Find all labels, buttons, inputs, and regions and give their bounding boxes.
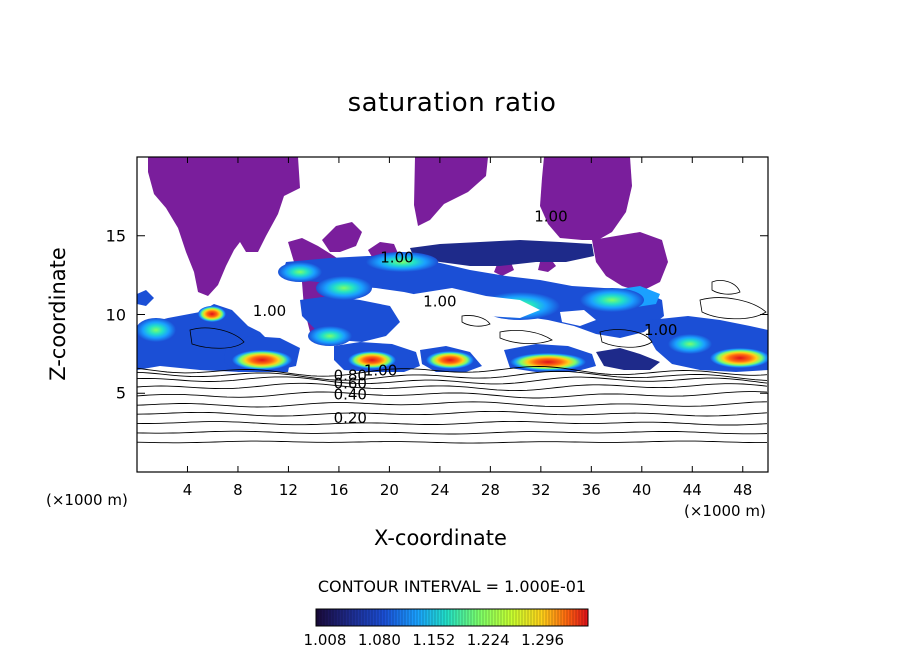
colorbar-tick-label: 1.080 (357, 631, 401, 649)
supersaturated-region-0 (148, 157, 300, 296)
contour-label-2: 1.00 (423, 292, 456, 310)
contour-line-9 (137, 366, 768, 377)
x-tick-label: 44 (682, 481, 702, 499)
contour-line-1 (137, 430, 768, 435)
saturation-field (137, 157, 768, 372)
colorbar-tick-label: 1.008 (303, 631, 347, 649)
contour-line-3 (137, 410, 768, 417)
contour-interval-label: CONTOUR INTERVAL = 1.000E-01 (317, 577, 587, 596)
contour-label-0: 1.00 (380, 248, 413, 266)
contour-line-6 (137, 382, 768, 392)
contour-labels: 1.001.001.001.001.001.000.800.600.400.20 (253, 207, 678, 427)
supersaturated-region-2 (540, 157, 632, 240)
x-unit-label-right: (×1000 m) (684, 502, 766, 520)
y-tick-label: 15 (105, 226, 126, 246)
contour-lines (137, 280, 768, 444)
contour-outline-2 (699, 297, 767, 320)
x-tick-label: 24 (430, 481, 450, 499)
contour-label-1: 1.00 (253, 302, 286, 320)
saturation-hotspot-4 (710, 348, 768, 368)
contour-outline-5 (499, 330, 553, 344)
x-tick-label: 8 (233, 481, 243, 499)
clear-gap-2 (560, 310, 596, 326)
moist-band-2 (410, 240, 594, 266)
clear-gap-0 (414, 288, 540, 318)
saturation-hotspot-2 (426, 351, 474, 369)
contour-line-8 (137, 370, 768, 381)
contour-label-8: 0.40 (334, 385, 367, 403)
contour-outline-3 (461, 315, 491, 327)
supersaturated-region-3 (592, 232, 668, 292)
contour-outline-4 (711, 280, 741, 295)
contour-label-5: 1.00 (364, 362, 397, 380)
x-tick-label: 28 (480, 481, 500, 499)
saturation-hotspot-10 (580, 288, 644, 312)
contour-line-2 (137, 420, 768, 426)
colorbar-stripes (317, 609, 586, 626)
contour-label-7: 0.60 (334, 374, 367, 392)
saturation-hotspot-12 (668, 334, 712, 354)
contour-outline-0 (189, 327, 245, 349)
x-unit-label-left: (×1000 m) (46, 491, 128, 509)
saturation-hotspot-5 (137, 318, 176, 342)
contour-outline-1 (599, 329, 653, 348)
chart-title: saturation ratio (347, 88, 557, 118)
saturation-hotspot-8 (366, 252, 438, 272)
x-tick-label: 4 (182, 481, 193, 499)
x-tick-label: 32 (531, 481, 551, 499)
saturation-hotspot-6 (198, 306, 226, 322)
colorbar-tick-label: 1.224 (466, 631, 510, 649)
colorbar-tick-label: 1.152 (412, 631, 456, 649)
saturation-hotspot-0 (232, 350, 292, 370)
contour-label-3: 1.00 (644, 321, 677, 339)
colorbar-tick-label: 1.296 (521, 631, 565, 649)
x-axis-label: X-coordinate (374, 526, 507, 550)
saturation-hotspot-7 (316, 276, 372, 300)
saturation-hotspot-3 (510, 353, 586, 371)
contour-line-7 (137, 376, 768, 385)
y-tick-label: 5 (115, 383, 126, 403)
axis-ticks (137, 157, 768, 472)
moist-band-10 (137, 290, 154, 306)
saturation-hotspot-11 (278, 262, 322, 282)
supersaturated-region-5 (322, 222, 362, 252)
x-tick-label: 48 (733, 481, 753, 499)
x-tick-label: 36 (581, 481, 601, 499)
x-tick-label: 12 (278, 481, 298, 499)
supersaturated-region-1 (414, 157, 488, 226)
x-tick-label: 20 (379, 481, 399, 499)
clear-gap-1 (250, 298, 280, 318)
contour-label-4: 1.00 (534, 207, 567, 225)
contour-line-0 (137, 440, 767, 444)
saturation-hotspot-1 (348, 351, 396, 369)
contour-label-9: 0.20 (334, 409, 367, 427)
colorbar (315, 608, 589, 627)
saturation-hotspot-13 (308, 326, 352, 346)
x-tick-label: 40 (632, 481, 652, 499)
contour-label-6: 0.80 (334, 366, 367, 384)
moist-band-5 (596, 348, 660, 370)
contour-line-5 (137, 391, 768, 399)
contour-line-4 (137, 401, 768, 408)
x-tick-label: 16 (329, 481, 349, 499)
y-tick-label: 10 (105, 305, 126, 324)
